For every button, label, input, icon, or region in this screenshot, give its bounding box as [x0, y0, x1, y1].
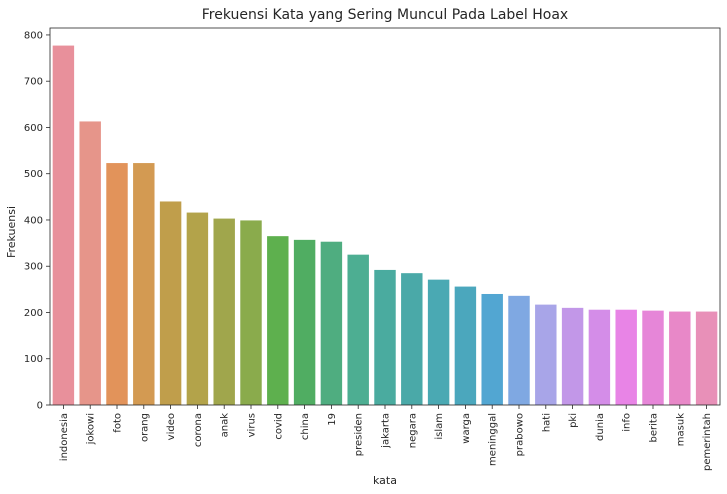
bar-covid — [267, 236, 289, 405]
x-tick-label: pemerintah — [702, 413, 713, 471]
bar-orang — [133, 163, 155, 405]
bar-pemerintah — [695, 311, 718, 405]
y-tick-label: 700 — [24, 77, 43, 88]
bar-jokowi — [79, 121, 101, 405]
x-tick-label: berita — [649, 413, 660, 442]
bar-pki — [561, 307, 584, 405]
x-tick-label: orang — [139, 413, 150, 442]
bar-19 — [320, 241, 343, 405]
y-axis-label: Frekuensi — [5, 206, 18, 258]
y-tick-label: 300 — [24, 262, 43, 273]
x-tick-label: indonesia — [59, 413, 70, 461]
x-tick-label: negara — [407, 413, 418, 448]
bar-virus — [240, 220, 262, 405]
y-tick-label: 0 — [37, 401, 43, 412]
bar-meninggal — [481, 293, 503, 405]
x-tick-label: jokowi — [86, 413, 97, 445]
x-tick-label: video — [166, 413, 177, 440]
bar-corona — [186, 212, 209, 405]
y-tick-label: 200 — [24, 308, 43, 319]
x-tick-label: 19 — [327, 413, 338, 426]
x-tick-label: hati — [541, 413, 552, 432]
bar-negara — [401, 273, 423, 405]
x-tick-label: corona — [193, 413, 204, 447]
y-tick-label: 800 — [24, 30, 43, 41]
x-tick-label: china — [300, 413, 311, 440]
bar-dunia — [588, 309, 611, 405]
y-tick-label: 500 — [24, 169, 43, 180]
bar-video — [159, 201, 182, 405]
bar-jakarta — [374, 269, 396, 405]
x-tick-label: jakarta — [381, 413, 392, 449]
x-tick-label: anak — [220, 413, 231, 438]
bar-indonesia — [52, 45, 75, 405]
bar-berita — [642, 310, 664, 405]
y-tick-label: 100 — [24, 354, 43, 365]
bars — [52, 45, 718, 405]
bar-warga — [454, 286, 477, 405]
x-tick-label: virus — [247, 413, 258, 437]
x-axis: indonesia jokowi foto orang video corona anak v… — [59, 405, 713, 471]
x-tick-label: covid — [273, 413, 284, 440]
x-tick-label: info — [622, 413, 633, 432]
chart-title: Frekuensi Kata yang Sering Muncul Pada L… — [202, 7, 568, 23]
bar-presiden — [347, 254, 369, 405]
x-tick-label: warga — [461, 413, 472, 444]
y-axis: 0 100 200 300 400 500 600 700 800 — [24, 30, 50, 412]
bar-info — [615, 309, 637, 405]
y-tick-label: 400 — [24, 215, 43, 226]
bar-foto — [106, 163, 128, 405]
bar-masuk — [669, 311, 691, 405]
x-tick-label: islam — [434, 413, 445, 440]
x-tick-label: foto — [113, 413, 124, 433]
x-tick-label: masuk — [675, 413, 686, 446]
bar-china — [293, 239, 316, 405]
bar-islam — [427, 279, 450, 405]
x-tick-label: dunia — [595, 413, 606, 441]
x-tick-label: meninggal — [488, 413, 499, 466]
plot-frame — [49, 27, 721, 406]
x-tick-label: pki — [568, 413, 579, 428]
bar-hati — [535, 304, 557, 405]
x-axis-label: kata — [373, 474, 397, 487]
bar-anak — [213, 218, 235, 405]
x-tick-label: presiden — [354, 413, 365, 456]
x-tick-label: prabowo — [515, 413, 526, 456]
y-tick-label: 600 — [24, 123, 43, 134]
bar-prabowo — [508, 295, 530, 405]
